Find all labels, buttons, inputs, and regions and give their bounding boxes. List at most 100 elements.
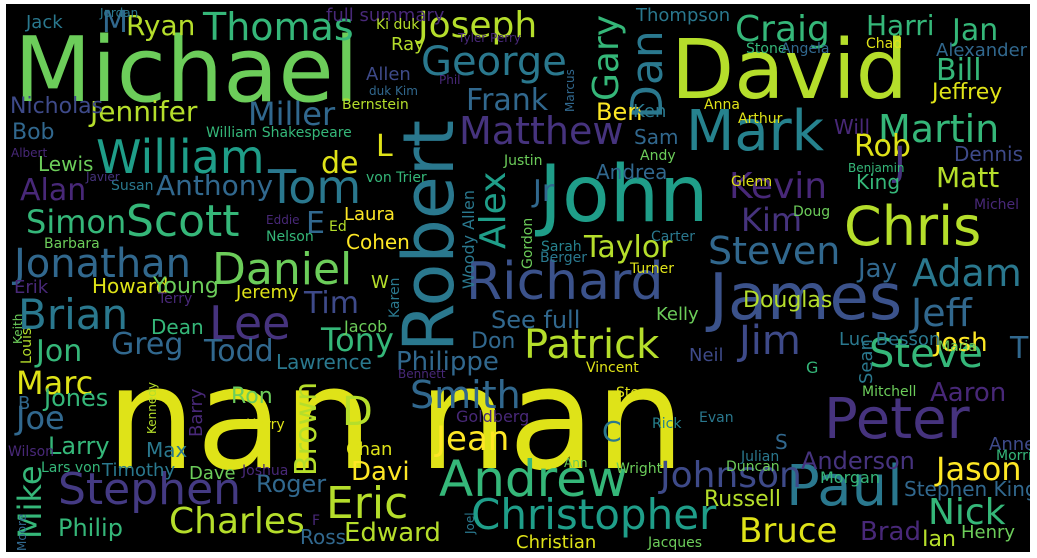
word-nicholas: Nicholas [10, 94, 104, 119]
word-jeffrey: Jeffrey [932, 80, 1003, 105]
word-jonathan: Jonathan [14, 241, 192, 287]
word-richard: Richard [466, 252, 664, 312]
word-glenn: Glenn [731, 174, 773, 190]
word-william: William [96, 130, 265, 184]
word-david: David [671, 23, 908, 118]
word-see-full: See full [491, 306, 581, 334]
word-mitchell: Mitchell [862, 384, 917, 400]
word-c: C [602, 415, 622, 448]
word-bob: Bob [12, 120, 55, 145]
word-michael: Michael [14, 18, 359, 123]
word-don: Don [471, 329, 516, 354]
word-scott: Scott [126, 196, 240, 247]
word-w: W [371, 272, 389, 293]
word-kennedy: Kennedy [145, 382, 159, 434]
word-luc-besson: Luc Besson [839, 329, 941, 350]
word-brian: Brian [18, 290, 129, 339]
word-tony: Tony [321, 321, 394, 359]
word-jennifer: Jennifer [90, 95, 198, 128]
word-mark: Mark [686, 99, 825, 164]
word-julian: Julian [741, 449, 780, 465]
word-rob: Rob [854, 129, 911, 164]
word-will: Will [834, 115, 871, 139]
word-goldberg: Goldberg [456, 407, 530, 426]
word-bruce: Bruce [739, 511, 838, 551]
word-simon: Simon [26, 203, 127, 241]
word-ian: Ian [922, 527, 956, 552]
word-harry: Harry [246, 417, 285, 433]
word-stern: Stern [616, 385, 654, 401]
word-joseph: Joseph [418, 5, 538, 46]
word-allen: Allen [366, 64, 411, 85]
word-douglas: Douglas [743, 288, 833, 313]
word-chad: Chad [866, 36, 903, 52]
word-eric: Eric [326, 478, 409, 529]
word-frank: Frank [466, 83, 549, 118]
word-ed: Ed [329, 219, 347, 235]
word-jacob: Jacob [344, 317, 388, 336]
word-kelly: Kelly [656, 304, 699, 325]
word-thomas: Thomas [203, 5, 354, 49]
word-angela: Angela [781, 41, 830, 57]
word-s: S [775, 430, 788, 454]
word-jason: Jason [936, 450, 1022, 488]
word-jeff: Jeff [911, 291, 972, 335]
word-charles: Charles [169, 501, 305, 542]
word-jordan: Jordan [100, 6, 139, 20]
word-howard: Howard [92, 274, 169, 298]
word-ben: Ben [596, 98, 643, 126]
word-lee: Lee [209, 296, 291, 350]
word-ross: Ross [300, 525, 347, 549]
word-louis: Louis [19, 327, 35, 364]
word-ryan: Ryan [126, 9, 196, 42]
word-erik: Erik [14, 277, 49, 298]
word-de: de [321, 146, 359, 181]
word-ken: Ken [633, 101, 667, 122]
word-andrea: Andrea [596, 160, 668, 184]
word-jr: Jr [533, 174, 555, 209]
word-full-summary: full summary [326, 5, 445, 26]
word-ray: Ray [391, 34, 425, 55]
word-peter: Peter [824, 387, 970, 452]
word-max: Max [146, 438, 188, 462]
word-nick: Nick [928, 492, 1006, 533]
word-michel: Michel [974, 197, 1020, 213]
word-sean: Sean [856, 339, 877, 384]
word-joshua: Joshua [242, 463, 289, 479]
word-morris: Morris [996, 448, 1030, 464]
word-larry: Larry [48, 432, 110, 460]
word-bennett: Bennett [398, 367, 446, 381]
word-brad: Brad [860, 517, 921, 547]
word-wilson: Wilson [8, 444, 55, 460]
word-j: J [894, 139, 906, 185]
word-aaron: Aaron [930, 378, 1007, 408]
word-lewis: Lewis [38, 152, 94, 176]
word-alex: Alex [473, 171, 514, 249]
word-eddie: Eddie [266, 213, 300, 227]
word-daniel: Daniel [212, 244, 353, 295]
word-jack: Jack [26, 12, 63, 33]
word-susan: Susan [111, 178, 154, 194]
word-edward: Edward [344, 518, 441, 548]
word-ann: Ann [564, 456, 588, 470]
word-philippe: Philippe [396, 347, 499, 377]
word-anthony: Anthony [156, 169, 274, 202]
word-duncan: Duncan [726, 459, 780, 475]
word-tim: Tim [304, 286, 359, 321]
word-alexander: Alexander [936, 40, 1028, 61]
word-kevin: Kevin [729, 166, 828, 207]
word-marcus: Marcus [563, 69, 577, 112]
word-javier: Javier [86, 170, 120, 184]
word-todd: Todd [204, 334, 274, 369]
word-f: F [312, 513, 321, 529]
word-kim: Kim [741, 201, 803, 239]
word-roger: Roger [256, 470, 327, 498]
word-anderson: Anderson [801, 447, 915, 475]
word-joel: Joel [463, 512, 477, 534]
word-andrew: Andrew [439, 450, 628, 508]
word-steve: Steve [869, 331, 983, 377]
word-g: G [806, 358, 819, 377]
word-timothy: Timothy [102, 460, 176, 481]
word-vincent: Vincent [586, 360, 639, 376]
word-patrick: Patrick [524, 322, 660, 368]
